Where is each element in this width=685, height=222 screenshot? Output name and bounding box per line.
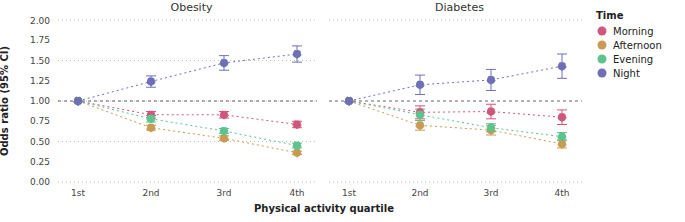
svg-text:3rd: 3rd xyxy=(484,188,499,198)
svg-text:2.00: 2.00 xyxy=(30,16,50,26)
html-text:Obesity: Obesity xyxy=(170,1,213,14)
svg-text:0.50: 0.50 xyxy=(30,137,50,147)
html-text:Diabetes: Diabetes xyxy=(435,1,484,14)
svg-text:0.00: 0.00 xyxy=(30,177,50,187)
svg-text:2nd: 2nd xyxy=(411,188,428,198)
svg-text:4th: 4th xyxy=(555,188,570,198)
svg-text:1st: 1st xyxy=(71,188,85,198)
svg-text:1.50: 1.50 xyxy=(30,56,50,66)
svg-text:1st: 1st xyxy=(342,188,356,198)
svg-text:0.75: 0.75 xyxy=(30,116,50,126)
svg-text:4th: 4th xyxy=(290,188,305,198)
svg-text:1.75: 1.75 xyxy=(30,35,50,45)
html-text:Physical activity quartile: Physical activity quartile xyxy=(254,203,394,214)
html-text:Afternoon: Afternoon xyxy=(613,39,662,51)
svg-text:3rd: 3rd xyxy=(217,188,232,198)
html-text:Morning: Morning xyxy=(613,25,654,37)
svg-text:0.25: 0.25 xyxy=(30,157,50,167)
svg-text:Odds ratio (95% CI): Odds ratio (95% CI) xyxy=(8,46,10,156)
svg-text:1.25: 1.25 xyxy=(30,76,50,86)
html-text:Time: Time xyxy=(596,10,624,21)
svg-text:2nd: 2nd xyxy=(142,188,159,198)
html-text:Evening: Evening xyxy=(613,53,654,65)
svg-text:1.00: 1.00 xyxy=(30,96,50,106)
html-text:Night: Night xyxy=(613,67,640,79)
